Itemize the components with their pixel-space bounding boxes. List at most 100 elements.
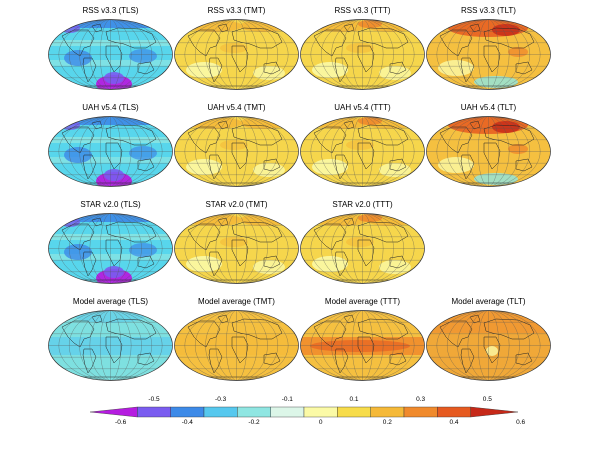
continent-outline xyxy=(483,318,535,340)
map-panel xyxy=(48,309,173,382)
continent-outline xyxy=(483,45,501,73)
continent-outline xyxy=(231,239,249,267)
continent-outline xyxy=(82,57,97,83)
colorbar-swatch xyxy=(170,406,205,418)
world-map xyxy=(48,213,173,284)
continent-outline xyxy=(82,251,97,277)
world-map xyxy=(174,116,299,187)
panel-title: RSS v3.3 (TLT) xyxy=(461,6,516,15)
continent-outline xyxy=(334,154,349,180)
continent-outline xyxy=(208,251,223,277)
continent-outline xyxy=(483,142,501,170)
map-panel xyxy=(300,309,425,382)
colorbar-tick-label: 0.3 xyxy=(416,396,426,403)
continent-outline xyxy=(82,348,97,374)
colorbar-tick-label: 0.1 xyxy=(349,396,359,403)
panel-title: Model average (TLS) xyxy=(72,297,149,306)
colorbar-tick-label: -0.2 xyxy=(248,419,260,426)
map-panel xyxy=(174,18,299,91)
continent-outline xyxy=(231,318,283,340)
continent-outline xyxy=(460,348,475,374)
continent-outline xyxy=(357,221,409,243)
panel-title: RSS v3.3 (TMT) xyxy=(207,6,266,15)
world-map xyxy=(174,310,299,381)
continent-outline xyxy=(357,239,375,267)
continent-outline xyxy=(105,142,123,170)
continent-outline xyxy=(343,120,355,130)
colorbar-tick-label: -0.3 xyxy=(215,396,227,403)
colorbar-swatch xyxy=(370,406,405,418)
map-panel xyxy=(48,212,173,285)
continent-outline xyxy=(483,336,501,364)
continent-outline xyxy=(231,221,283,243)
colorbar-tick-label: 0.4 xyxy=(449,419,459,426)
colorbar-swatch xyxy=(137,406,171,418)
world-map xyxy=(174,213,299,284)
map-panel xyxy=(48,115,173,188)
panel-title: UAH v5.4 (TTT) xyxy=(334,103,391,112)
colorbar-swatch xyxy=(337,406,371,418)
colorbar-tick-label: 0.2 xyxy=(382,419,392,426)
continent-outline xyxy=(217,23,229,33)
continent-outline xyxy=(357,318,409,340)
continent-outline xyxy=(357,27,409,49)
colorbar-tick-label: 0.6 xyxy=(516,419,526,426)
map-panel xyxy=(426,115,551,188)
continent-outline xyxy=(91,120,103,130)
panel-title: RSS v3.3 (TLS) xyxy=(82,6,139,15)
world-map xyxy=(48,19,173,90)
continent-outline xyxy=(334,251,349,277)
continent-outline xyxy=(357,45,375,73)
continent-outline xyxy=(483,27,535,49)
world-map xyxy=(48,310,173,381)
continent-outline xyxy=(91,314,103,324)
colorbar-swatch xyxy=(303,406,338,418)
continent-outline xyxy=(231,336,249,364)
map-panel xyxy=(300,115,425,188)
panel-title: STAR v2.0 (TMT) xyxy=(205,200,268,209)
continent-outline xyxy=(217,217,229,227)
colorbar-swatch xyxy=(237,406,271,418)
map-panel xyxy=(426,309,551,382)
continent-outline xyxy=(343,314,355,324)
continent-outline xyxy=(334,348,349,374)
world-map xyxy=(426,19,551,90)
world-map xyxy=(300,19,425,90)
colorbar xyxy=(89,406,519,418)
continent-outline xyxy=(460,57,475,83)
colorbar-swatch xyxy=(203,406,238,418)
continent-outline xyxy=(357,142,375,170)
map-panel xyxy=(300,212,425,285)
map-panel xyxy=(174,115,299,188)
continent-outline xyxy=(105,318,157,340)
continent-outline xyxy=(469,120,481,130)
colorbar-tick-label: -0.4 xyxy=(181,419,193,426)
continent-outline xyxy=(105,239,123,267)
panel-title: STAR v2.0 (TLS) xyxy=(80,200,141,209)
continent-outline xyxy=(231,142,249,170)
panel-title: UAH v5.4 (TLT) xyxy=(460,103,517,112)
continent-outline xyxy=(469,23,481,33)
continent-outline xyxy=(91,217,103,227)
panel-title: UAH v5.4 (TLS) xyxy=(82,103,139,112)
world-map xyxy=(300,213,425,284)
panel-title: Model average (TMT) xyxy=(198,297,275,306)
continent-outline xyxy=(343,217,355,227)
panel-title: UAH v5.4 (TMT) xyxy=(207,103,266,112)
map-panel xyxy=(426,18,551,91)
continent-outline xyxy=(334,57,349,83)
colorbar-swatch xyxy=(89,406,138,418)
continent-outline xyxy=(217,120,229,130)
panel-title: Model average (TTT) xyxy=(324,297,401,306)
world-map xyxy=(426,116,551,187)
world-map xyxy=(426,310,551,381)
continent-outline xyxy=(91,23,103,33)
colorbar-swatch xyxy=(470,406,519,418)
colorbar-tick-label: -0.6 xyxy=(115,419,127,426)
world-map xyxy=(300,116,425,187)
colorbar-tick-label: -0.5 xyxy=(148,396,160,403)
map-panel xyxy=(300,18,425,91)
map-panel xyxy=(48,18,173,91)
colorbar-swatch xyxy=(437,406,471,418)
